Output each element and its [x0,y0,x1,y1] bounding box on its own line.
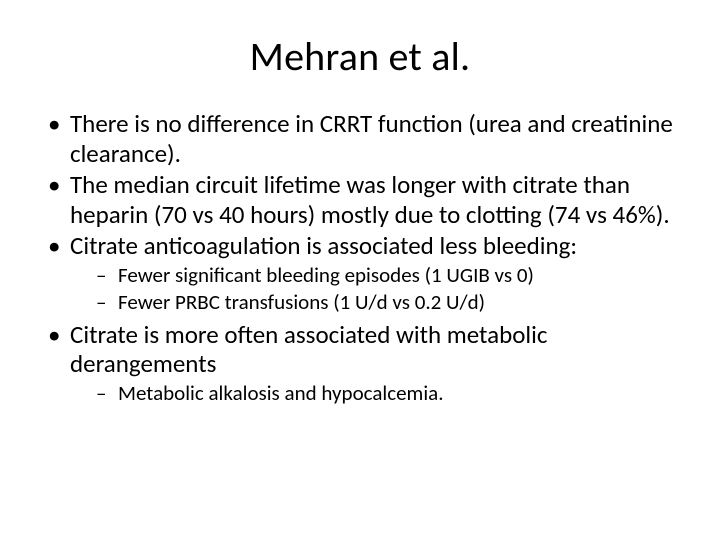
sub-bullet-text: Fewer PRBC transfusions (1 U/d vs 0.2 U/… [118,289,485,315]
bullet-item: There is no difference in CRRT function … [44,109,676,168]
sub-bullet-item: Fewer PRBC transfusions (1 U/d vs 0.2 U/… [70,290,676,316]
sub-bullet-item: Metabolic alkalosis and hypocalcemia. [70,381,676,407]
sub-bullet-text: Metabolic alkalosis and hypocalcemia. [118,380,444,406]
bullet-item: Citrate is more often associated with me… [44,320,676,407]
sub-bullet-item: Fewer significant bleeding episodes (1 U… [70,263,676,289]
sub-bullet-text: Fewer significant bleeding episodes (1 U… [118,262,534,288]
bullet-item: Citrate anticoagulation is associated le… [44,231,676,316]
bullet-item: The median circuit lifetime was longer w… [44,170,676,229]
bullet-text: There is no difference in CRRT function … [70,108,673,169]
bullet-list: There is no difference in CRRT function … [44,109,676,406]
sub-bullet-list: Fewer significant bleeding episodes (1 U… [70,263,676,316]
sub-bullet-list: Metabolic alkalosis and hypocalcemia. [70,381,676,407]
slide: Mehran et al. There is no difference in … [0,0,720,540]
bullet-text: The median circuit lifetime was longer w… [70,169,670,230]
bullet-text: Citrate is more often associated with me… [70,319,547,380]
slide-title: Mehran et al. [44,32,676,81]
bullet-text: Citrate anticoagulation is associated le… [70,230,577,261]
